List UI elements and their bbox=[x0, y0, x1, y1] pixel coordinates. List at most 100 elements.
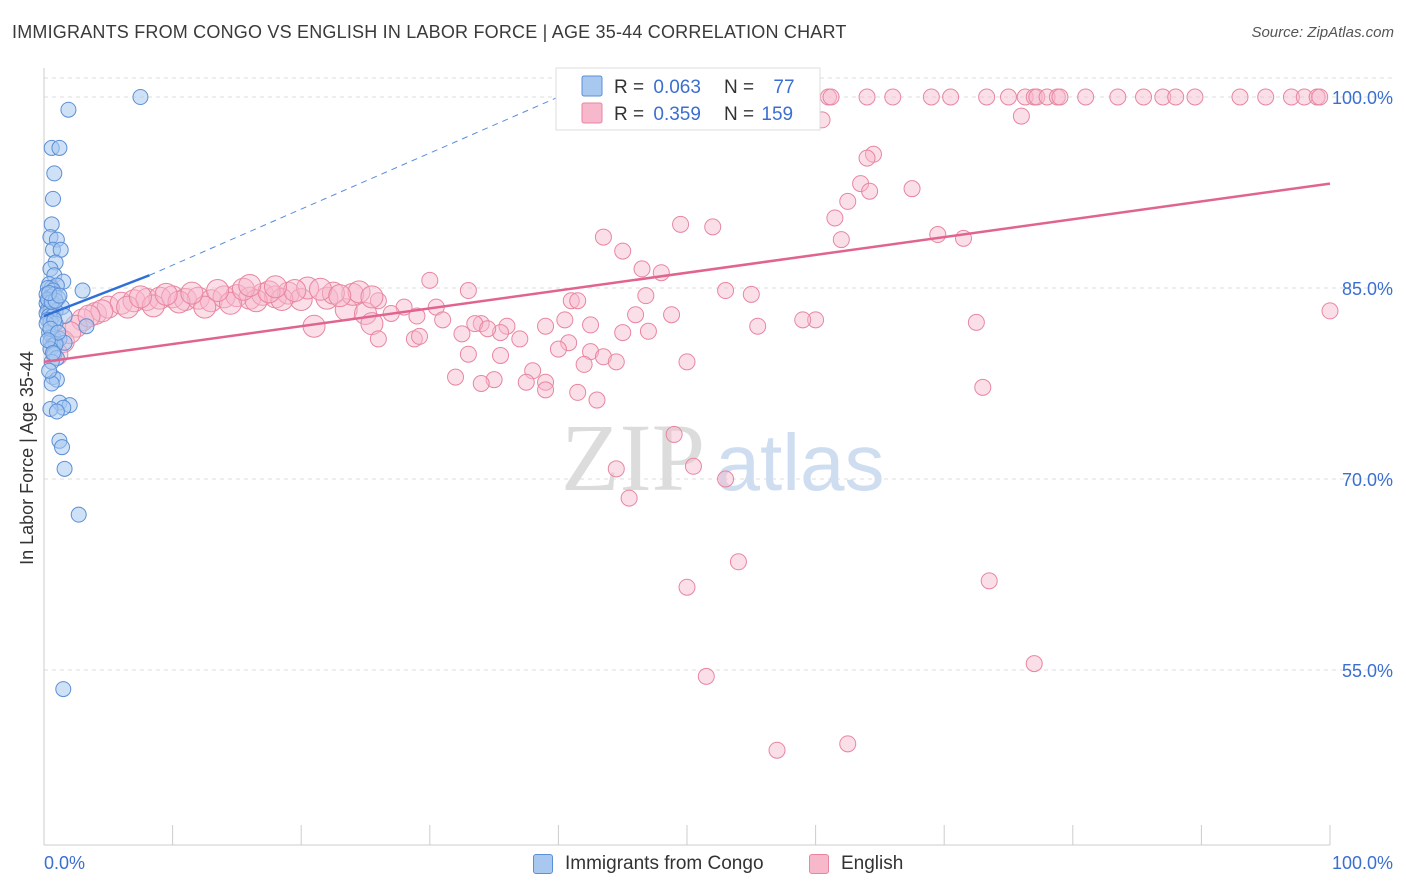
english-point bbox=[434, 311, 452, 329]
english-point bbox=[665, 425, 683, 443]
english-point bbox=[560, 334, 578, 352]
gridlines bbox=[44, 77, 1392, 671]
english-point bbox=[141, 294, 165, 318]
legend-item-congo[interactable]: Immigrants from Congo bbox=[533, 852, 764, 876]
english-point bbox=[768, 741, 786, 759]
english-point bbox=[717, 282, 735, 300]
english-point bbox=[704, 218, 722, 236]
english-point bbox=[308, 277, 332, 301]
legend-n-label-1: N = bbox=[724, 77, 759, 98]
english-point bbox=[822, 88, 840, 106]
series-legend: Immigrants from Congo English bbox=[0, 850, 1406, 880]
series-english-points bbox=[45, 88, 1339, 759]
english-point bbox=[884, 88, 902, 106]
english-point bbox=[459, 282, 477, 300]
english-point bbox=[684, 457, 702, 475]
english-point bbox=[1077, 88, 1095, 106]
english-point bbox=[405, 330, 423, 348]
watermark-atlas: atlas bbox=[716, 418, 885, 507]
series-congo-points bbox=[38, 89, 149, 698]
english-point bbox=[678, 578, 696, 596]
svg-text:N = 77: N = 77 bbox=[724, 77, 795, 98]
english-point bbox=[614, 242, 632, 260]
english-point bbox=[270, 287, 294, 311]
english-point bbox=[807, 311, 825, 329]
english-point bbox=[858, 88, 876, 106]
english-point bbox=[238, 273, 262, 297]
english-point bbox=[839, 735, 857, 753]
english-point bbox=[826, 209, 844, 227]
congo-point bbox=[56, 460, 73, 477]
svg-text:R = 0.359: R = 0.359 bbox=[614, 104, 701, 125]
english-point bbox=[511, 330, 529, 348]
english-point bbox=[861, 182, 879, 200]
english-point bbox=[328, 284, 352, 308]
congo-point bbox=[74, 282, 91, 299]
congo-point bbox=[46, 165, 63, 182]
legend-r-label-1: R = bbox=[614, 77, 649, 98]
english-point bbox=[411, 327, 429, 345]
congo-point bbox=[60, 101, 77, 118]
english-point bbox=[1231, 88, 1249, 106]
english-point bbox=[903, 180, 921, 198]
english-point bbox=[128, 285, 152, 309]
english-point bbox=[978, 88, 996, 106]
english-point bbox=[1000, 88, 1017, 106]
english-point bbox=[607, 353, 625, 371]
english-point bbox=[537, 381, 555, 399]
english-point bbox=[96, 295, 120, 319]
english-point bbox=[369, 330, 387, 348]
english-point bbox=[263, 275, 287, 299]
congo-point bbox=[51, 139, 68, 156]
english-point bbox=[1186, 88, 1204, 106]
english-point bbox=[244, 289, 268, 313]
english-point bbox=[453, 325, 471, 343]
english-point bbox=[90, 299, 114, 323]
english-point bbox=[967, 313, 985, 331]
english-point bbox=[594, 228, 612, 246]
english-point bbox=[858, 149, 876, 167]
english-point bbox=[1135, 88, 1153, 106]
english-point bbox=[1025, 655, 1043, 673]
congo-point bbox=[45, 190, 62, 207]
english-point bbox=[206, 279, 230, 303]
english-point bbox=[498, 317, 516, 335]
english-point bbox=[556, 311, 574, 329]
legend-label-english: English bbox=[841, 853, 904, 874]
y-tick-labels: 55.0% 70.0% 85.0% 100.0% bbox=[1332, 88, 1393, 681]
y-axis-label: In Labor Force | Age 35-44 bbox=[17, 351, 37, 565]
english-point bbox=[537, 317, 555, 335]
x-tick-labels: 0.0% 100.0% bbox=[44, 853, 1393, 873]
english-point bbox=[167, 290, 191, 314]
english-point bbox=[582, 316, 600, 334]
english-point bbox=[749, 317, 767, 335]
english-point bbox=[588, 391, 606, 409]
english-point bbox=[942, 88, 960, 106]
english-point bbox=[1038, 88, 1056, 106]
english-point bbox=[1321, 302, 1339, 320]
legend-n-label-2: N = bbox=[724, 104, 759, 125]
legend-n-value-2: 159 bbox=[761, 104, 793, 125]
legend-label-congo: Immigrants from Congo bbox=[565, 853, 764, 874]
congo-point bbox=[70, 506, 87, 523]
english-point bbox=[122, 289, 146, 313]
english-point bbox=[832, 231, 850, 249]
english-point bbox=[472, 375, 490, 392]
english-point bbox=[678, 353, 696, 371]
english-point bbox=[154, 282, 178, 306]
english-point bbox=[1154, 88, 1172, 106]
english-point bbox=[1257, 88, 1275, 106]
english-point bbox=[466, 315, 484, 333]
legend-item-english[interactable]: English bbox=[809, 852, 903, 876]
english-point bbox=[116, 295, 140, 319]
x-tick-label: 100.0% bbox=[1332, 853, 1393, 873]
english-point bbox=[607, 460, 625, 478]
legend-swatch-congo bbox=[581, 75, 603, 97]
english-point bbox=[633, 260, 651, 278]
english-point bbox=[148, 286, 172, 310]
english-point bbox=[549, 340, 567, 358]
english-point bbox=[627, 306, 645, 324]
congo-trend-extension bbox=[149, 96, 559, 276]
english-point bbox=[839, 192, 857, 210]
